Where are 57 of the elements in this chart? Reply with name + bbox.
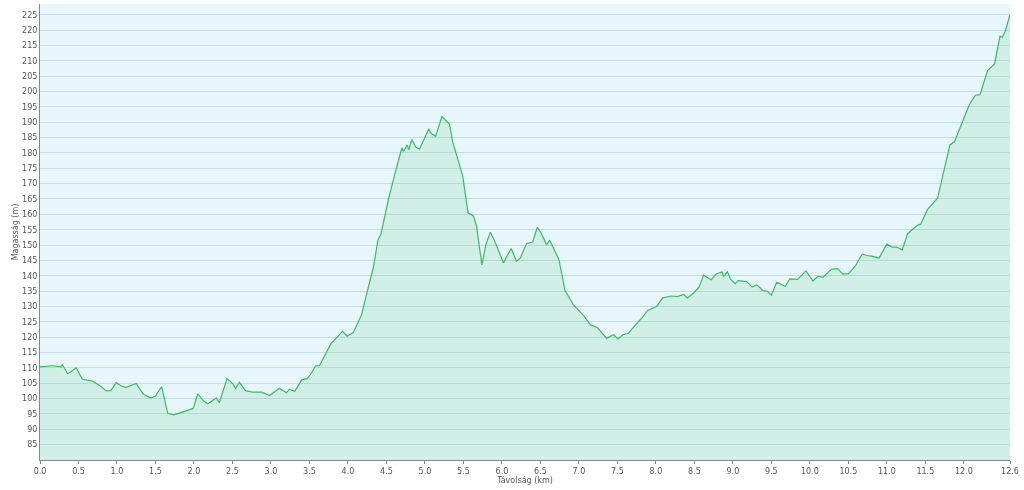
y-tick-label: 135 <box>22 286 38 296</box>
y-tick-label: 145 <box>22 256 38 266</box>
x-tick-label: 5.5 <box>457 466 470 476</box>
y-tick-label: 155 <box>22 225 38 235</box>
y-tick-label: 140 <box>22 271 38 281</box>
y-tick-label: 170 <box>22 179 38 189</box>
y-tick-label: 90 <box>27 425 38 435</box>
x-tick-label: 12.0 <box>954 466 973 476</box>
x-tick-label: 6.0 <box>495 466 509 476</box>
y-tick-label: 95 <box>27 409 38 419</box>
x-tick-label: 2.0 <box>187 466 201 476</box>
y-tick-label: 190 <box>22 118 38 128</box>
x-tick-label: 0.5 <box>72 466 85 476</box>
y-tick-label: 225 <box>22 10 38 20</box>
x-tick-label: 5.0 <box>418 466 432 476</box>
y-tick-label: 100 <box>22 394 38 404</box>
y-tick-label: 210 <box>22 56 38 66</box>
x-tick-label: 10.0 <box>800 466 819 476</box>
x-axis-title: Távolság (km) <box>496 475 553 485</box>
x-tick-label: 9.0 <box>726 466 740 476</box>
y-tick-label: 220 <box>22 25 38 35</box>
x-tick-label: 4.0 <box>341 466 355 476</box>
y-tick-label: 175 <box>22 164 38 174</box>
y-tick-label: 205 <box>22 71 38 81</box>
y-tick-label: 85 <box>27 440 38 450</box>
y-tick-label: 115 <box>22 348 38 358</box>
x-tick-label: 10.5 <box>839 466 858 476</box>
x-tick-label: 8.5 <box>688 466 701 476</box>
x-tick-label: 12.6 <box>1001 466 1019 476</box>
y-axis-title: Magasság (m) <box>10 203 20 261</box>
x-tick-label: 3.5 <box>303 466 316 476</box>
y-tick-label: 110 <box>22 363 38 373</box>
x-tick-label: 4.5 <box>380 466 393 476</box>
y-tick-label: 195 <box>22 102 38 112</box>
x-tick-label: 9.5 <box>764 466 778 476</box>
x-tick-label: 6.5 <box>534 466 547 476</box>
x-tick-label: 11.5 <box>916 466 935 476</box>
x-tick-label: 7.0 <box>572 466 586 476</box>
y-tick-label: 125 <box>22 317 38 327</box>
x-tick-label: 1.0 <box>110 466 124 476</box>
y-tick-label: 130 <box>22 302 38 312</box>
x-tick-label: 1.5 <box>149 466 162 476</box>
y-tick-label: 160 <box>22 210 38 220</box>
x-tick-label: 0.0 <box>33 466 47 476</box>
y-tick-label: 105 <box>22 379 38 389</box>
y-tick-label: 150 <box>22 240 38 250</box>
x-tick-label: 3.0 <box>264 466 278 476</box>
y-tick-label: 165 <box>22 194 38 204</box>
y-tick-label: 180 <box>22 148 38 158</box>
y-tick-label: 185 <box>22 133 38 143</box>
y-tick-label: 200 <box>22 87 38 97</box>
y-tick-label: 215 <box>22 41 38 51</box>
x-tick-label: 7.5 <box>611 466 624 476</box>
y-tick-label: 120 <box>22 332 38 342</box>
x-tick-label: 11.0 <box>877 466 896 476</box>
x-tick-label: 2.5 <box>226 466 239 476</box>
x-tick-label: 8.0 <box>649 466 663 476</box>
